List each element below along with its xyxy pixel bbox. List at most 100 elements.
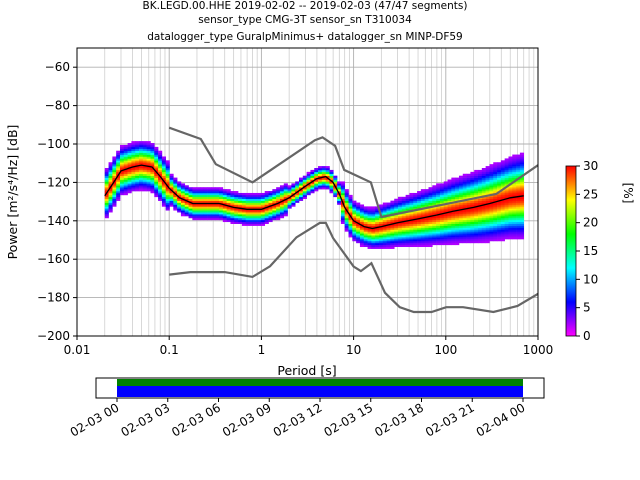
heatmap-cell (504, 158, 509, 161)
nhnm-line (168, 126, 538, 219)
y-tick-label: −140 (37, 214, 70, 228)
heatmap-cell (378, 223, 384, 226)
heatmap-cell (299, 189, 304, 192)
heatmap-cell (154, 189, 159, 192)
heatmap-cell (478, 200, 483, 203)
heatmap-cell (470, 175, 475, 178)
heatmap-cell (371, 221, 376, 224)
heatmap-cell (401, 202, 406, 205)
heatmap-cell (428, 233, 433, 236)
heatmap-cell (279, 212, 285, 215)
heatmap-cell (165, 179, 170, 182)
heatmap-cell (405, 208, 410, 211)
heatmap-cell (356, 202, 361, 205)
heatmap-cell (234, 198, 239, 201)
heatmap-cell (413, 204, 418, 207)
heatmap-cell (466, 196, 471, 200)
heatmap-cell (131, 150, 136, 153)
heatmap-cell (443, 235, 448, 238)
heatmap-cell (455, 217, 460, 221)
heatmap-cell (424, 191, 429, 194)
heatmap-cell (222, 198, 227, 201)
heatmap-cell (142, 189, 147, 192)
heatmap-cell (497, 214, 502, 217)
heatmap-cell (104, 168, 109, 171)
heatmap-cell (116, 166, 121, 169)
heatmap-cell (142, 143, 147, 146)
heatmap-cell (123, 169, 128, 173)
heatmap-cell (219, 196, 224, 200)
heatmap-cell (207, 212, 212, 215)
heatmap-cell (215, 192, 220, 196)
heatmap-cell (401, 237, 406, 240)
heatmap-cell (458, 177, 464, 180)
heatmap-cell (409, 229, 414, 232)
heatmap-cell (424, 235, 429, 238)
heatmap-cell (104, 196, 109, 200)
heatmap-cell (173, 206, 178, 209)
heatmap-cell (211, 200, 216, 203)
heatmap-cell (344, 217, 349, 221)
heatmap-cell (321, 179, 326, 182)
heatmap-cell (504, 187, 509, 190)
heatmap-cell (219, 200, 224, 203)
heatmap-cell (493, 239, 498, 242)
heatmap-cell (500, 229, 505, 232)
heatmap-cell (196, 198, 201, 201)
heatmap-cell (493, 181, 498, 184)
heatmap-cell (199, 198, 205, 201)
heatmap-cell (432, 189, 437, 192)
heatmap-cell (158, 168, 163, 171)
heatmap-cell (211, 208, 216, 211)
heatmap-cell (352, 214, 357, 217)
heatmap-cell (238, 214, 243, 217)
heatmap-cell (249, 200, 254, 203)
heatmap-cell (485, 208, 490, 211)
heatmap-cell (238, 216, 243, 219)
heatmap-cell (180, 210, 186, 213)
heatmap-cell (447, 227, 452, 230)
heatmap-cell (337, 187, 342, 190)
timeline-tick-label: 02-03 21 (423, 400, 477, 439)
heatmap-cell (516, 198, 521, 201)
heatmap-cell (451, 179, 456, 182)
heatmap-cell (516, 235, 521, 238)
heatmap-cell (192, 196, 197, 200)
heatmap-cell (428, 189, 433, 192)
heatmap-cell (478, 223, 483, 226)
heatmap-cell (154, 173, 159, 176)
heatmap-cell (348, 229, 353, 232)
heatmap-cell (443, 216, 448, 219)
heatmap-cell (363, 239, 368, 242)
heatmap-cell (112, 181, 117, 184)
heatmap-cell (409, 227, 414, 230)
heatmap-cell (413, 231, 418, 234)
heatmap-cell (497, 196, 502, 200)
heatmap-cell (207, 192, 212, 196)
heatmap-cell (165, 191, 170, 194)
heatmap-cell (409, 212, 414, 215)
heatmap-cell (478, 231, 483, 234)
heatmap-cell (104, 177, 109, 180)
heatmap-cell (478, 210, 483, 213)
heatmap-cell (219, 206, 224, 209)
heatmap-cell (173, 183, 178, 186)
heatmap-cell (203, 217, 208, 221)
heatmap-cell (135, 156, 140, 159)
heatmap-cell (436, 187, 441, 190)
heatmap-cell (139, 179, 144, 182)
heatmap-cell (485, 219, 490, 223)
heatmap-cell (131, 143, 136, 146)
heatmap-cell (508, 204, 513, 207)
heatmap-cell (165, 196, 170, 200)
heatmap-cell (146, 156, 151, 159)
heatmap-cell (184, 202, 189, 205)
heatmap-cell (439, 242, 445, 246)
heatmap-cell (116, 171, 121, 175)
heatmap-cell (474, 173, 479, 176)
heatmap-cell (119, 146, 125, 150)
heatmap-cell (196, 217, 201, 221)
heatmap-cell (451, 240, 456, 244)
timeline-tick-label: 02-03 15 (322, 400, 376, 439)
